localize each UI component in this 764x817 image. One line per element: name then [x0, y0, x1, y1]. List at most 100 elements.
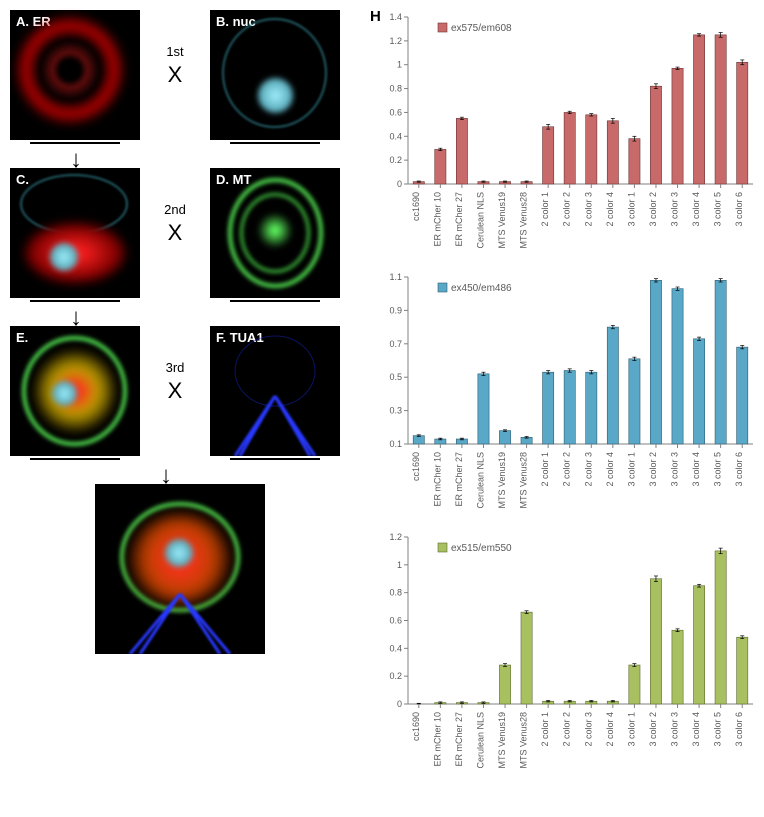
cross-3-x: X	[150, 378, 200, 404]
panel-G: G.	[95, 484, 265, 654]
panel-A-ER: A. ER	[10, 10, 140, 140]
panel-C: C.	[10, 168, 140, 298]
svg-text:2 color 4: 2 color 4	[605, 712, 615, 747]
svg-text:0: 0	[397, 699, 402, 709]
svg-text:0.1: 0.1	[389, 439, 402, 449]
svg-text:3 color 6: 3 color 6	[734, 192, 744, 227]
svg-text:Cerulean NLS: Cerulean NLS	[475, 452, 485, 509]
svg-text:1.1: 1.1	[389, 272, 402, 282]
svg-text:3 color 5: 3 color 5	[713, 712, 723, 747]
svg-text:1.2: 1.2	[389, 532, 402, 542]
svg-text:2 color 3: 2 color 3	[583, 712, 593, 747]
row-1: A. ER 1st X B. nuc	[10, 10, 360, 140]
svg-text:3 color 4: 3 color 4	[691, 712, 701, 747]
svg-text:MTS Venus28: MTS Venus28	[519, 192, 529, 249]
cross-3-order: 3rd	[166, 360, 185, 375]
scalebar-E	[30, 458, 120, 460]
svg-text:0: 0	[397, 179, 402, 189]
svg-text:3 color 4: 3 color 4	[691, 452, 701, 487]
svg-text:0.4: 0.4	[389, 643, 402, 653]
svg-text:2 color 2: 2 color 2	[562, 192, 572, 227]
svg-text:0.3: 0.3	[389, 406, 402, 416]
svg-text:2 color 1: 2 color 1	[540, 192, 550, 227]
row-3: E. 3rd X F. TUA1	[10, 326, 360, 456]
charts-panel: 0 0.2 0.4 0.6 0.8 1 1.2 1.4 cc1690 ER mCher 10 ER …	[370, 0, 764, 817]
svg-text:Cerulean NLS: Cerulean NLS	[475, 192, 485, 249]
svg-text:2 color 1: 2 color 1	[540, 452, 550, 487]
svg-text:ER mCher 27: ER mCher 27	[454, 192, 464, 247]
cross-1: 1st X	[150, 62, 200, 88]
svg-text:0.2: 0.2	[389, 671, 402, 681]
cross-2-x: X	[150, 220, 200, 246]
svg-text:3 color 2: 3 color 2	[648, 712, 658, 747]
svg-text:1: 1	[397, 560, 402, 570]
chart-2: 0.10.30.50.70.91.1cc1690ER mCher 10ER mC…	[370, 265, 759, 520]
svg-text:cc1690: cc1690	[411, 712, 421, 741]
svg-text:0.6: 0.6	[389, 107, 402, 117]
svg-text:0.6: 0.6	[389, 616, 402, 626]
svg-text:1.2: 1.2	[389, 36, 402, 46]
svg-text:MTS Venus19: MTS Venus19	[497, 192, 507, 249]
svg-text:0.5: 0.5	[389, 372, 402, 382]
svg-text:2 color 4: 2 color 4	[605, 192, 615, 227]
scalebar-A	[30, 142, 120, 144]
panel-D-MT: D. MT	[210, 168, 340, 298]
scalebar-D	[230, 300, 320, 302]
panel-F-TUA1: F. TUA1	[210, 326, 340, 456]
svg-text:3 color 1: 3 color 1	[626, 452, 636, 487]
svg-text:1: 1	[397, 60, 402, 70]
svg-text:ER mCher 10: ER mCher 10	[432, 192, 442, 247]
svg-text:ex450/em486: ex450/em486	[451, 283, 512, 294]
scalebar-B	[230, 142, 320, 144]
row-2: C. 2nd X D. MT	[10, 168, 360, 298]
svg-text:MTS Venus19: MTS Venus19	[497, 712, 507, 769]
svg-text:ER mCher 27: ER mCher 27	[454, 452, 464, 507]
svg-text:0.8: 0.8	[389, 84, 402, 94]
scalebar-F	[230, 458, 320, 460]
svg-text:3 color 2: 3 color 2	[648, 192, 658, 227]
svg-text:ex575/em608: ex575/em608	[451, 23, 512, 34]
figure-container: A. ER 1st X B. nuc ↓ C.	[0, 0, 764, 817]
cross-1-x: X	[150, 62, 200, 88]
svg-text:3 color 3: 3 color 3	[670, 192, 680, 227]
svg-text:3 color 6: 3 color 6	[734, 712, 744, 747]
svg-text:ER mCher 27: ER mCher 27	[454, 712, 464, 767]
row-4: G.	[95, 484, 360, 654]
svg-text:2 color 2: 2 color 2	[562, 712, 572, 747]
svg-text:MTS Venus28: MTS Venus28	[519, 712, 529, 769]
svg-text:3 color 3: 3 color 3	[670, 712, 680, 747]
cross-1-order: 1st	[166, 44, 183, 59]
svg-text:cc1690: cc1690	[411, 192, 421, 221]
svg-text:3 color 6: 3 color 6	[734, 452, 744, 487]
scalebar-C	[30, 300, 120, 302]
panel-B-nuc: B. nuc	[210, 10, 340, 140]
panel-C-label: C.	[16, 172, 29, 187]
microscopy-panel: A. ER 1st X B. nuc ↓ C.	[0, 0, 370, 817]
svg-text:3 color 5: 3 color 5	[713, 192, 723, 227]
svg-text:2 color 3: 2 color 3	[583, 192, 593, 227]
svg-text:MTS Venus28: MTS Venus28	[519, 452, 529, 509]
svg-text:3 color 1: 3 color 1	[626, 192, 636, 227]
cross-2-order: 2nd	[164, 202, 186, 217]
svg-text:cc1690: cc1690	[411, 452, 421, 481]
svg-text:1.4: 1.4	[389, 12, 402, 22]
svg-text:2 color 3: 2 color 3	[583, 452, 593, 487]
svg-text:2 color 4: 2 color 4	[605, 452, 615, 487]
cross-3: 3rd X	[150, 378, 200, 404]
panel-E: E.	[10, 326, 140, 456]
svg-text:2 color 2: 2 color 2	[562, 452, 572, 487]
svg-text:ER mCher 10: ER mCher 10	[432, 452, 442, 507]
svg-text:0.2: 0.2	[389, 155, 402, 165]
cross-2: 2nd X	[150, 220, 200, 246]
svg-text:3 color 5: 3 color 5	[713, 452, 723, 487]
chart-3: 00.20.40.60.811.2cc1690ER mCher 10ER mCh…	[370, 525, 759, 780]
svg-text:3 color 4: 3 color 4	[691, 192, 701, 227]
svg-text:MTS Venus19: MTS Venus19	[497, 452, 507, 509]
chart-2-block: 0.10.30.50.70.91.1cc1690ER mCher 10ER mC…	[370, 265, 759, 520]
svg-text:3 color 3: 3 color 3	[670, 452, 680, 487]
chart-1: 00.20.40.60.811.21.4cc1690ER mCher 10ER …	[370, 5, 759, 260]
svg-text:2 color 1: 2 color 1	[540, 712, 550, 747]
panel-E-label: E.	[16, 330, 28, 345]
svg-text:Cerulean NLS: Cerulean NLS	[475, 712, 485, 769]
svg-text:0.8: 0.8	[389, 588, 402, 598]
